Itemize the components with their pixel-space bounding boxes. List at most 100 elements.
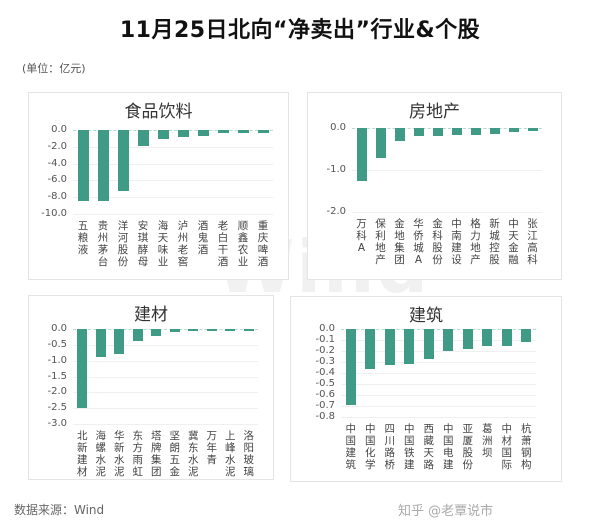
y-tick-label: -2.0 (47, 140, 67, 152)
bar (432, 128, 443, 136)
gridline (341, 417, 536, 418)
y-tick-label: 0.0 (330, 122, 346, 133)
gridline (341, 362, 536, 363)
bar (394, 128, 405, 141)
bar (217, 130, 229, 133)
bar (384, 329, 395, 366)
bar (257, 130, 269, 133)
bar (489, 128, 500, 135)
gridline (341, 384, 536, 385)
x-category-label: 中国建筑 (345, 423, 357, 471)
y-tick-label: -0.5 (315, 378, 335, 389)
gridline (341, 351, 536, 352)
y-tick-label: -0.6 (315, 389, 335, 400)
bar (356, 128, 367, 181)
y-tick-label: -2.5 (47, 402, 67, 414)
chart-real-estate: 房地产 0.0 -1.0 -2.0 万科A 保利地产 金地集团 华侨城A 金科股份 中南建设 格力地… (307, 92, 562, 280)
bar (462, 329, 473, 349)
zero-axis-line (352, 128, 542, 129)
bar (365, 329, 376, 369)
x-category-label: 冀东水泥 (188, 430, 199, 478)
x-category-label: 塔牌集团 (151, 430, 162, 478)
x-category-label: 洋河股份 (117, 220, 129, 268)
x-category-label: 西藏天路 (423, 423, 435, 471)
bar (137, 130, 149, 146)
gridline (73, 392, 258, 394)
x-category-label: 上峰水泥 (225, 430, 236, 478)
x-category-label: 北新建材 (77, 430, 88, 478)
bar (243, 329, 254, 331)
gridline (73, 424, 258, 425)
bar (117, 130, 129, 192)
gridline (73, 360, 258, 362)
x-category-label: 张江高科 (527, 218, 538, 266)
zero-axis-line (341, 329, 536, 330)
bar (451, 128, 462, 136)
x-category-label: 洛阳玻璃 (243, 430, 255, 478)
x-category-label: 保利地产 (375, 218, 386, 266)
chart-construction: 建筑 0.0 -0.1 -0.2 -0.3 -0.4 -0.5 -0.6 -0.7 -0.8 中国建… (290, 296, 562, 482)
chart-title: 房地产 (409, 102, 460, 122)
bar (225, 329, 236, 331)
y-tick-label: -0.1 (315, 334, 335, 345)
bar (521, 329, 532, 343)
x-category-label: 顺鑫农业 (237, 220, 249, 268)
y-tick-label: -1.0 (326, 164, 346, 175)
x-category-label: 海天味业 (157, 220, 169, 268)
chart-building-materials: 建材 0.0 -0.5 -1.0 -1.5 -2.0 -2.5 -3.0 北新建材 海螺水泥 华新水… (28, 295, 274, 480)
gridline (73, 180, 273, 182)
x-category-label: 老白干酒 (217, 220, 229, 268)
bar (157, 130, 169, 140)
y-tick-label: -2.0 (326, 206, 346, 217)
bar (97, 130, 109, 201)
bar (95, 329, 106, 357)
data-source: 数据来源：Wind (14, 503, 105, 517)
y-tick-label: -0.7 (315, 400, 335, 411)
bar (501, 329, 512, 346)
x-category-label: 重庆啤酒 (257, 220, 269, 268)
x-category-label: 葛洲坝 (482, 423, 493, 459)
y-tick-label: 0.0 (51, 323, 67, 334)
gridline (341, 406, 536, 407)
bar (206, 329, 217, 331)
bar (345, 329, 356, 405)
bar (77, 329, 88, 408)
bar (527, 128, 538, 132)
bar (237, 130, 249, 133)
bar (404, 329, 415, 365)
x-category-label: 亚厦股份 (462, 423, 474, 471)
x-category-label: 中天金融 (508, 218, 519, 266)
x-category-label: 海螺水泥 (95, 430, 107, 478)
y-tick-label: -0.2 (315, 345, 335, 356)
gridline (73, 376, 258, 378)
y-tick-label: -6.0 (47, 174, 67, 186)
chart-title: 建材 (134, 305, 168, 325)
bar (151, 329, 162, 336)
zero-axis-line (73, 329, 258, 330)
bar (197, 130, 209, 136)
y-tick-label: -3.0 (47, 418, 67, 429)
gridline (73, 197, 273, 199)
bar (423, 329, 434, 359)
gridline (73, 214, 273, 215)
x-category-label: 华侨城A (413, 218, 424, 266)
chart-title: 食品饮料 (124, 102, 193, 122)
bar (114, 329, 125, 355)
x-category-label: 万年青 (206, 430, 218, 466)
x-category-label: 中材国际 (501, 423, 513, 471)
bar (470, 128, 481, 135)
gridline (352, 170, 542, 171)
x-category-label: 东方雨虹 (132, 430, 144, 478)
x-category-label: 杭萧钢构 (521, 423, 532, 471)
x-category-label: 四川路桥 (384, 423, 396, 471)
gridline (73, 408, 258, 410)
bar (169, 329, 180, 333)
x-category-label: 华新水泥 (114, 430, 125, 478)
x-category-label: 金科股份 (432, 218, 443, 266)
y-tick-label: -10.0 (41, 208, 67, 219)
gridline (341, 340, 536, 341)
x-category-label: 泸州老窖 (177, 220, 189, 268)
bar (132, 329, 143, 342)
bar (375, 128, 386, 159)
x-category-label: 万科A (356, 218, 367, 254)
